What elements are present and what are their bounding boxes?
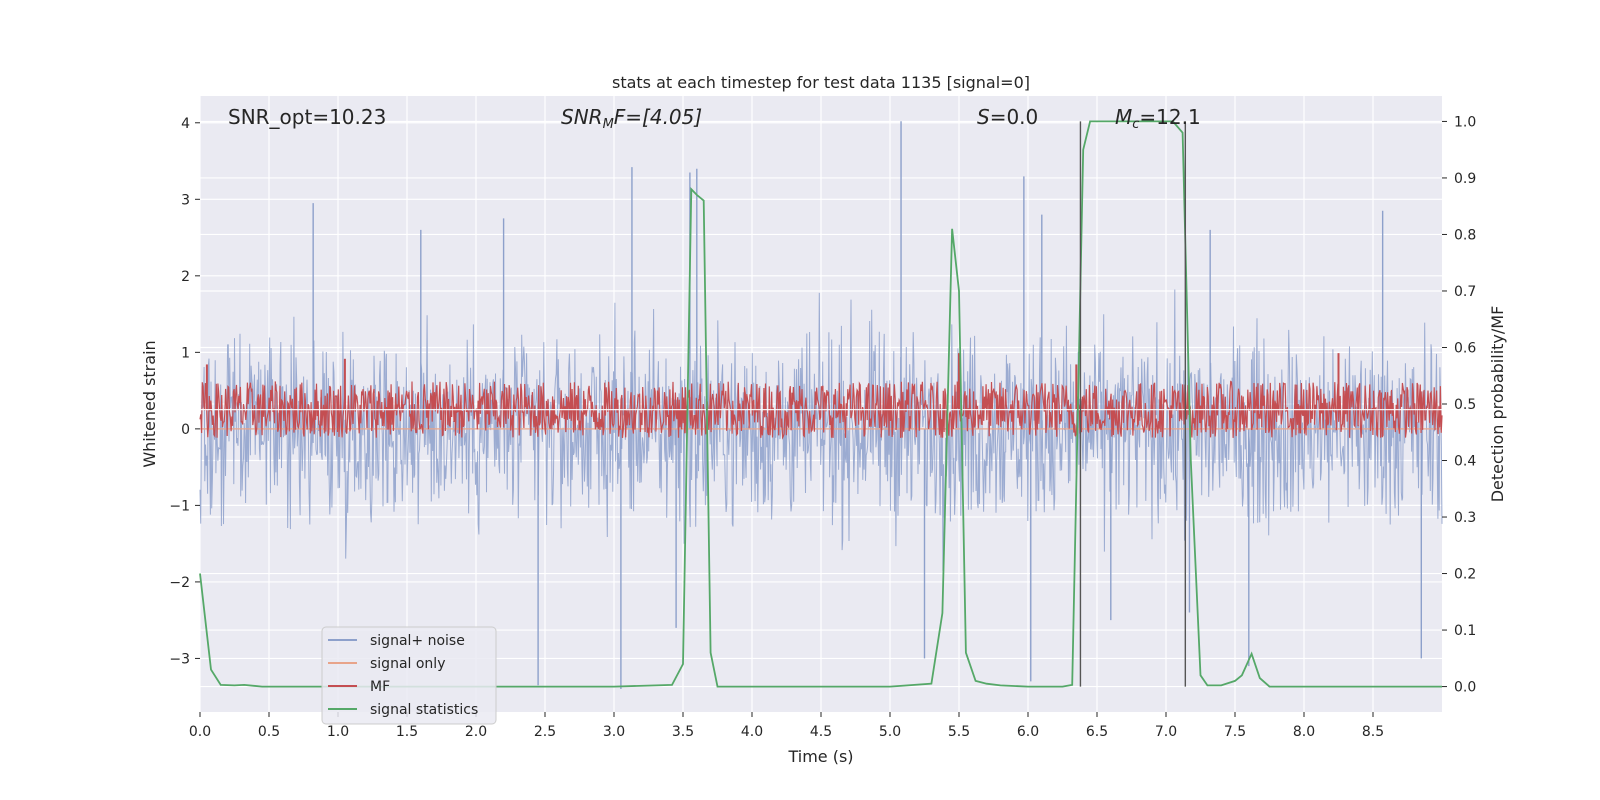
x-tick-label-14: 7.0 — [1155, 724, 1177, 740]
y-tick-label-3: 1 — [181, 345, 190, 361]
annotation-snr-mf-symbol: SNR — [561, 105, 603, 129]
y-tick-label-1: 3 — [181, 192, 190, 208]
x-axis-label: Time (s) — [787, 747, 853, 766]
x-tick-label-15: 7.5 — [1224, 724, 1246, 740]
y-tick-label-6: −2 — [169, 575, 190, 591]
annotation-snr-mf: SNRMF=[4.05] — [561, 105, 702, 132]
annotation-snr-mf-rest: F=[4.05] — [614, 105, 702, 129]
annotation-snr-mf-sub: M — [603, 117, 614, 132]
y2-tick-label-1: 0.9 — [1454, 171, 1476, 187]
legend-label-signal-statistics: signal statistics — [370, 702, 478, 718]
x-tick-label-9: 4.5 — [810, 724, 832, 740]
annotation-mc-symbol: M — [1115, 105, 1132, 129]
x-tick-label-12: 6.0 — [1017, 724, 1039, 740]
series-signal-statistics-line — [199, 120, 1442, 688]
y2-tick-label-2: 0.8 — [1454, 227, 1476, 243]
series-signal-noise-line — [199, 289, 1443, 571]
x-axis: 0.0 0.5 1.0 1.5 2.0 2.5 3.0 3.5 4.0 4.5 5.0 5.5 6.0 6… — [189, 712, 1384, 740]
vertical-markers — [1079, 121, 1187, 687]
y-tick-label-7: −3 — [169, 651, 190, 667]
x-tick-label-0: 0.0 — [189, 724, 211, 740]
y2-tick-label-9: 0.1 — [1454, 623, 1476, 639]
y2-tick-label-10: 0.0 — [1454, 680, 1476, 696]
annotation-snr-opt: SNR_opt=10.23 — [228, 105, 386, 129]
annotation-s-rest: =0.0 — [990, 105, 1039, 129]
y-axis-left: 4 3 2 1 0 −1 −2 −3 — [169, 116, 200, 667]
legend-label-mf: MF — [370, 679, 390, 695]
legend-box — [321, 626, 497, 725]
y-tick-label-2: 2 — [181, 269, 190, 285]
x-tick-label-7: 3.5 — [672, 724, 694, 740]
x-tick-label-2: 1.0 — [327, 724, 349, 740]
y-tick-label-5: −1 — [169, 498, 190, 514]
legend: signal+ noise signal only MF signal stat… — [321, 626, 497, 725]
x-tick-label-11: 5.5 — [948, 724, 970, 740]
chart-title: stats at each timestep for test data 113… — [612, 73, 1030, 92]
x-tick-label-13: 6.5 — [1086, 724, 1108, 740]
series-mf — [199, 353, 1443, 440]
y2-tick-label-7: 0.3 — [1454, 510, 1476, 526]
annotation-mc: Mc=12.1 — [1115, 105, 1201, 132]
y2-tick-label-8: 0.2 — [1454, 567, 1476, 583]
y2-tick-label-0: 1.0 — [1454, 114, 1476, 130]
annotation-mc-rest: =12.1 — [1139, 105, 1200, 129]
y-axis-right: 1.0 0.9 0.8 0.7 0.6 0.5 0.4 0.3 0.2 0.1 0.0 — [1442, 114, 1476, 696]
y2-tick-label-5: 0.5 — [1454, 397, 1476, 413]
x-tick-label-4: 2.0 — [465, 724, 487, 740]
y2-tick-label-6: 0.4 — [1454, 454, 1476, 470]
y-axis-label: Whitened strain — [140, 340, 159, 467]
annotation-s: S=0.0 — [977, 105, 1038, 129]
x-tick-label-3: 1.5 — [396, 724, 418, 740]
legend-label-signal-only: signal only — [370, 656, 445, 672]
x-tick-label-1: 0.5 — [258, 724, 280, 740]
y-tick-label-4: 0 — [181, 422, 190, 438]
x-tick-label-8: 4.0 — [741, 724, 763, 740]
y2-axis-label: Detection probability/MF — [1488, 306, 1507, 503]
x-tick-label-10: 5.0 — [879, 724, 901, 740]
y2-tick-label-3: 0.7 — [1454, 284, 1476, 300]
x-tick-label-5: 2.5 — [534, 724, 556, 740]
y-tick-label-0: 4 — [181, 116, 190, 132]
annotation-mc-sub: c — [1132, 117, 1139, 132]
series-mf-line — [199, 380, 1443, 440]
x-tick-label-16: 8.0 — [1293, 724, 1315, 740]
x-tick-label-6: 3.0 — [603, 724, 625, 740]
x-tick-label-17: 8.5 — [1362, 724, 1384, 740]
annotation-s-symbol: S — [977, 105, 990, 129]
legend-label-noise: signal+ noise — [370, 633, 465, 649]
y2-tick-label-4: 0.6 — [1454, 340, 1476, 356]
series-signal-noise — [199, 121, 1443, 690]
series-signal-statistics — [199, 120, 1442, 688]
